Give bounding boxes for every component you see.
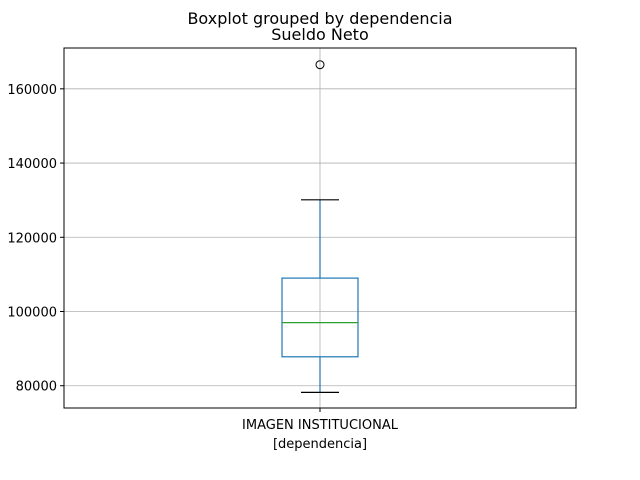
y-tick-label: 160000 bbox=[7, 83, 57, 98]
y-axis: 80000 100000 120000 140000 160000 bbox=[7, 83, 64, 395]
x-axis: IMAGEN INSTITUCIONAL bbox=[242, 408, 399, 433]
box-layer bbox=[281, 60, 359, 394]
chart-title: Sueldo Neto bbox=[271, 25, 369, 44]
y-tick-label: 80000 bbox=[16, 380, 57, 395]
y-tick-label: 100000 bbox=[7, 306, 57, 321]
x-axis-label: [dependencia] bbox=[273, 437, 367, 452]
x-tick-label: IMAGEN INSTITUCIONAL bbox=[242, 418, 399, 433]
iqr-box bbox=[281, 277, 359, 358]
outlier-point bbox=[315, 60, 325, 70]
y-tick-label: 120000 bbox=[7, 231, 57, 246]
chart-suptitle: Boxplot grouped by dependencia bbox=[187, 9, 452, 28]
y-tick-label: 140000 bbox=[7, 157, 57, 172]
